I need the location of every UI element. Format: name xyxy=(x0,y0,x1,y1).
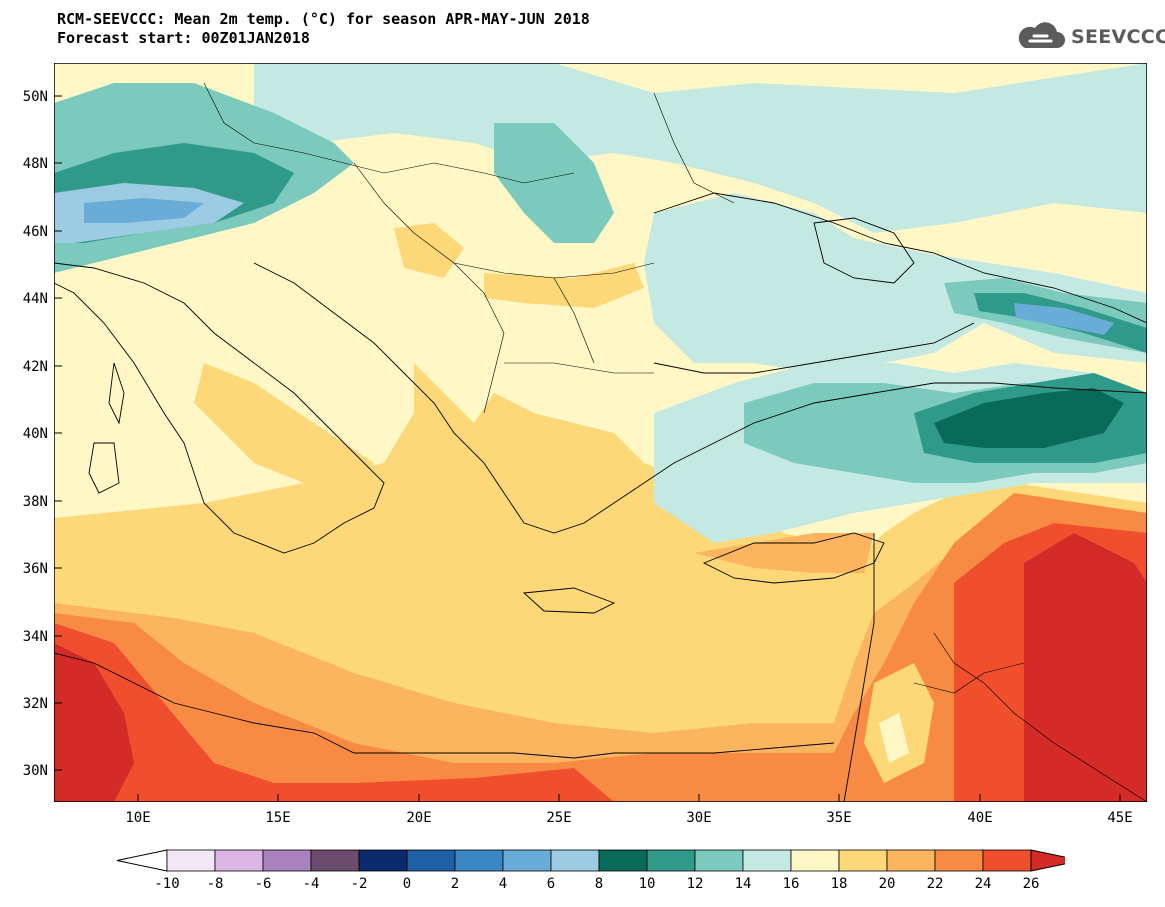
colorbar-box xyxy=(406,849,456,872)
cloud-icon xyxy=(1018,22,1065,48)
colorbar-high-extend xyxy=(1030,849,1065,872)
colorbar-box xyxy=(982,849,1032,872)
temp-band-12-14-carpathians xyxy=(494,123,614,243)
lat-label: 32N xyxy=(23,696,48,712)
colorbar-box xyxy=(886,849,936,872)
logo-text: SEEVCCC xyxy=(1071,26,1165,48)
lat-label: 38N xyxy=(23,494,48,510)
lon-label: 30E xyxy=(686,810,711,826)
temp-band-4-6-caucasus xyxy=(1014,303,1114,335)
lon-label: 10E xyxy=(125,810,150,826)
colorbar-label: -10 xyxy=(154,876,179,892)
map-area xyxy=(53,62,1148,803)
country-borders xyxy=(203,82,1148,803)
lat-ticks xyxy=(54,95,62,771)
colorbar-boxes xyxy=(116,849,1065,872)
colorbar-label: 6 xyxy=(547,876,555,892)
colorbar-box xyxy=(262,849,312,872)
temp-band-18-20-italy xyxy=(194,363,374,493)
colorbar-box xyxy=(502,849,552,872)
lon-label: 15E xyxy=(265,810,290,826)
temp-band-26-plus-east xyxy=(1024,533,1147,802)
map-header: RCM-SEEVCCC: Mean 2m temp. (°C) for seas… xyxy=(57,10,590,48)
lat-label: 46N xyxy=(23,224,48,240)
colorbar-low-extend xyxy=(116,849,168,872)
colorbar-label: 14 xyxy=(735,876,752,892)
lat-axis: 30N 32N 34N 36N 38N 40N 42N 44N 46N 48N … xyxy=(23,89,48,779)
colorbar-box xyxy=(454,849,504,872)
temp-band-14-16-north xyxy=(254,63,1147,233)
lon-label: 25E xyxy=(546,810,571,826)
temp-band-24-26 xyxy=(54,623,614,802)
colorbar-label: 26 xyxy=(1023,876,1040,892)
lat-label: 30N xyxy=(23,763,48,779)
temp-band-16-18-levant xyxy=(879,713,909,763)
lon-ticks xyxy=(137,794,1121,802)
colorbar-box xyxy=(646,849,696,872)
lat-label: 34N xyxy=(23,629,48,645)
colorbar-label: 2 xyxy=(451,876,459,892)
lon-label: 20E xyxy=(406,810,431,826)
colorbar-box xyxy=(214,849,264,872)
colorbar-label: 0 xyxy=(403,876,411,892)
colorbar-label: -8 xyxy=(207,876,224,892)
forecast-start: Forecast start: 00Z01JAN2018 xyxy=(57,29,310,47)
colorbar-label: 12 xyxy=(687,876,704,892)
temp-band-26-plus xyxy=(54,643,134,802)
colorbar-label: 24 xyxy=(975,876,992,892)
colorbar-box xyxy=(358,849,408,872)
colorbar-box xyxy=(310,849,360,872)
lon-axis: 10E 15E 20E 25E 30E 35E 40E 45E xyxy=(125,810,1132,826)
lat-label: 48N xyxy=(23,156,48,172)
colorbar-box xyxy=(166,849,216,872)
colorbar-box xyxy=(742,849,792,872)
lat-label: 40N xyxy=(23,426,48,442)
lat-label: 36N xyxy=(23,561,48,577)
lon-label: 45E xyxy=(1107,810,1132,826)
colorbar: -10 -8 -6 -4 -2 0 2 4 6 8 10 12 14 16 18 20 22 24 26 xyxy=(116,849,1065,892)
colorbar-labels: -10 -8 -6 -4 -2 0 2 4 6 8 10 12 14 16 18 20 22 24 26 xyxy=(154,876,1039,892)
temp-band-18-20-balkans xyxy=(394,223,464,278)
lon-label: 35E xyxy=(826,810,851,826)
colorbar-label: -6 xyxy=(255,876,272,892)
temp-band-14-16-blacksea xyxy=(644,193,1147,373)
colorbar-label: 22 xyxy=(927,876,944,892)
colorbar-box xyxy=(694,849,744,872)
map-title: RCM-SEEVCCC: Mean 2m temp. (°C) for seas… xyxy=(57,10,590,28)
colorbar-box xyxy=(838,849,888,872)
lat-label: 42N xyxy=(23,359,48,375)
colorbar-label: -2 xyxy=(351,876,368,892)
colorbar-label: 8 xyxy=(595,876,603,892)
colorbar-box xyxy=(550,849,600,872)
temp-band-4-6-alps xyxy=(84,198,204,223)
colorbar-label: 16 xyxy=(783,876,800,892)
colorbar-label: 10 xyxy=(639,876,656,892)
temperature-map xyxy=(53,62,1148,803)
colorbar-box xyxy=(598,849,648,872)
coastlines xyxy=(53,192,1148,803)
colorbar-label: 20 xyxy=(879,876,896,892)
colorbar-label: 18 xyxy=(831,876,848,892)
seevccc-logo: SEEVCCC xyxy=(1015,22,1165,52)
colorbar-label: -4 xyxy=(303,876,320,892)
lon-label: 40E xyxy=(967,810,992,826)
colorbar-box xyxy=(934,849,984,872)
colorbar-box xyxy=(790,849,840,872)
lat-label: 44N xyxy=(23,291,48,307)
colorbar-label: 4 xyxy=(499,876,507,892)
temp-band-20-22-anatolia xyxy=(694,533,874,573)
lat-label: 50N xyxy=(23,89,48,105)
temp-band-18-20-romania xyxy=(484,263,644,308)
temp-band-8-10 xyxy=(934,388,1124,448)
